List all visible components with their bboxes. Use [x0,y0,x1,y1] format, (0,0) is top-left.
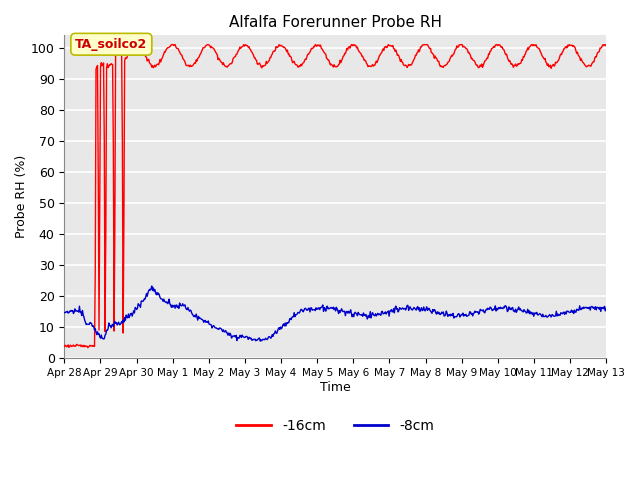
X-axis label: Time: Time [320,381,351,394]
Text: TA_soilco2: TA_soilco2 [76,38,147,51]
Y-axis label: Probe RH (%): Probe RH (%) [15,155,28,239]
Title: Alfalfa Forerunner Probe RH: Alfalfa Forerunner Probe RH [228,15,442,30]
Legend: -16cm, -8cm: -16cm, -8cm [230,414,440,439]
